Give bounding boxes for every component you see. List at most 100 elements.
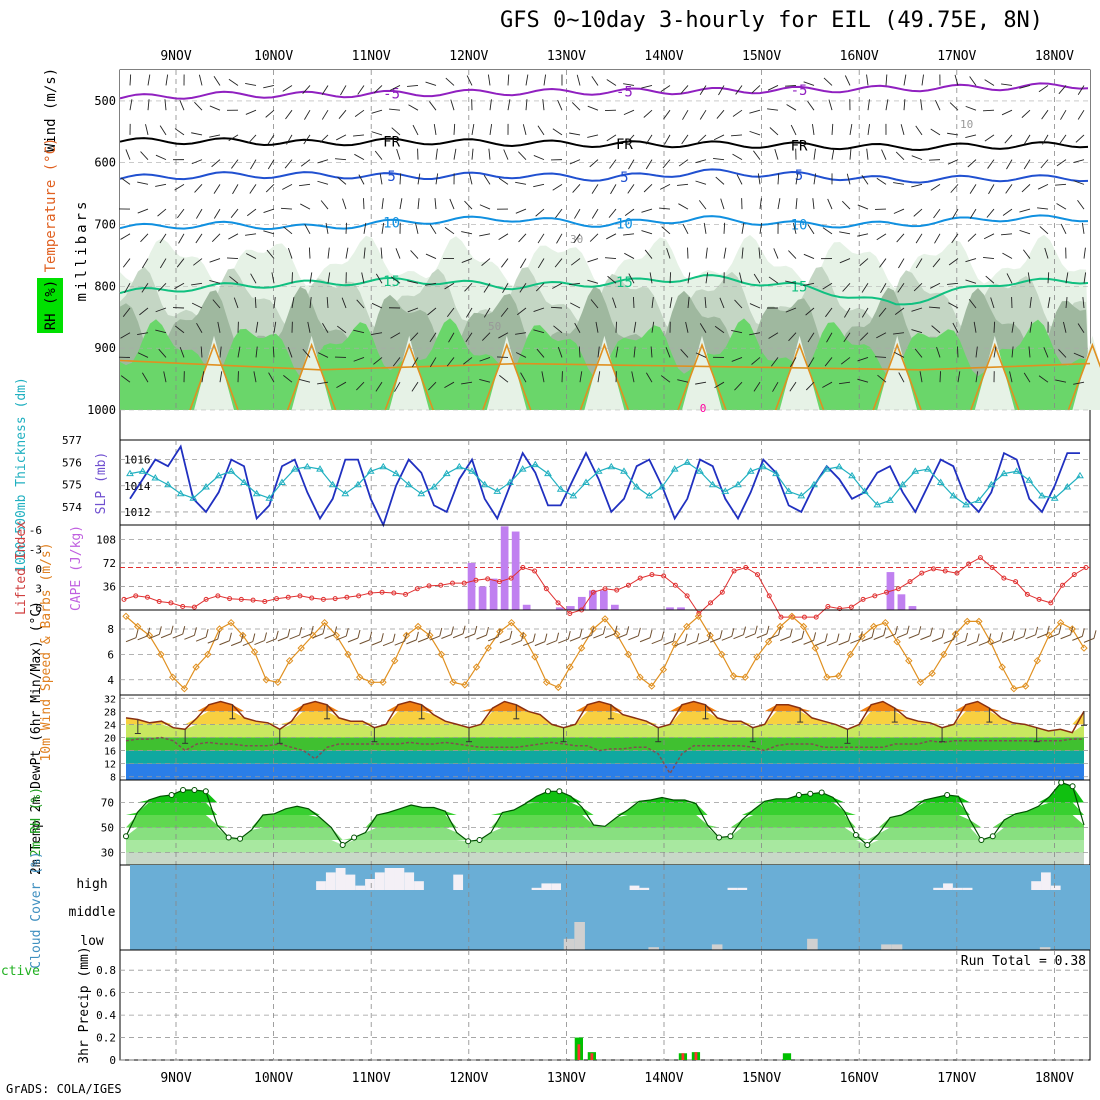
wind-barb bbox=[631, 371, 635, 383]
wind-barb bbox=[410, 332, 419, 342]
rh-label: 50 bbox=[488, 320, 501, 333]
wind-barb bbox=[839, 231, 851, 235]
surface-wind-barb-flag bbox=[918, 626, 922, 635]
surface-wind-barb bbox=[499, 638, 511, 644]
surface-wind-barb bbox=[534, 641, 546, 647]
cape-bar bbox=[897, 594, 906, 610]
surface-wind-barb bbox=[1048, 633, 1060, 639]
high-cloud-gap bbox=[943, 883, 953, 890]
wind-barb bbox=[535, 282, 545, 292]
wind-barb bbox=[965, 105, 977, 111]
wind-barb bbox=[394, 381, 401, 392]
thickness-marker bbox=[366, 467, 375, 474]
wind-barb bbox=[245, 83, 257, 86]
wind-barb bbox=[993, 346, 997, 358]
wind-barb bbox=[813, 148, 816, 160]
wind-barb bbox=[337, 176, 347, 185]
li-marker bbox=[414, 586, 420, 592]
li-marker bbox=[227, 596, 233, 602]
cape-tick: 36 bbox=[103, 580, 116, 593]
surface-wind-barb bbox=[990, 639, 1001, 645]
wind-barb bbox=[936, 346, 941, 358]
wind-barb bbox=[1043, 347, 1049, 358]
wind-barb bbox=[435, 173, 439, 185]
wind-barb bbox=[898, 372, 905, 383]
surface-wind-barb bbox=[850, 638, 861, 644]
wind-barb bbox=[866, 74, 869, 86]
wind-barb bbox=[589, 159, 599, 168]
thickness-marker bbox=[417, 489, 426, 497]
surface-wind-barb-flag bbox=[719, 630, 723, 639]
wind-barb bbox=[391, 127, 401, 136]
wind-barb bbox=[723, 222, 726, 234]
wind-barb bbox=[1077, 199, 1085, 210]
wind-barb bbox=[857, 233, 869, 237]
high-cloud-gap bbox=[727, 887, 738, 890]
wind-barb bbox=[536, 348, 545, 358]
wind-barb bbox=[444, 381, 455, 389]
wind-barb bbox=[623, 83, 635, 86]
wind-barb bbox=[120, 375, 131, 383]
temperature-tick: 20 bbox=[104, 734, 116, 745]
wind-barb bbox=[317, 159, 329, 164]
wind-barb bbox=[229, 276, 239, 284]
wind-barb bbox=[496, 356, 509, 358]
isotherm-10 bbox=[119, 214, 1089, 231]
surface-wind-barb-flag bbox=[801, 630, 805, 639]
wind-barb bbox=[466, 75, 473, 86]
wind-barb bbox=[461, 381, 473, 385]
surface-wind-barb bbox=[441, 634, 452, 639]
wind-barb bbox=[861, 307, 869, 318]
wind-barb bbox=[897, 283, 905, 293]
thickness-marker bbox=[797, 491, 806, 499]
wind-barb bbox=[705, 272, 709, 284]
wind-barb bbox=[122, 307, 131, 317]
wind-barb bbox=[358, 174, 365, 185]
li-marker bbox=[614, 587, 620, 593]
wind-barb bbox=[201, 371, 205, 383]
wind-barb bbox=[759, 198, 762, 210]
li-marker bbox=[320, 596, 326, 602]
surface-wind-barb bbox=[686, 640, 697, 646]
wind-barb bbox=[1019, 85, 1031, 89]
wind-barb bbox=[831, 123, 834, 135]
wind-barb bbox=[309, 272, 313, 284]
wind-barb bbox=[777, 198, 781, 210]
wind-barb bbox=[843, 332, 851, 343]
li-marker bbox=[156, 599, 162, 604]
surface-wind-barb-flag bbox=[158, 626, 162, 635]
thickness-marker bbox=[746, 467, 755, 474]
li-marker bbox=[649, 572, 655, 578]
thickness-marker bbox=[696, 467, 704, 474]
wind-barb bbox=[975, 371, 979, 383]
surface-wind-barb-flag bbox=[778, 626, 782, 636]
li-marker bbox=[121, 596, 127, 602]
surface-wind-barb-flag bbox=[1011, 630, 1015, 639]
wind-barb bbox=[881, 149, 887, 160]
wind-barb bbox=[894, 351, 905, 358]
rh-dry-spike bbox=[584, 335, 625, 410]
wind-barb bbox=[533, 329, 545, 334]
li-marker bbox=[285, 594, 291, 600]
high-cloud-gap bbox=[453, 874, 464, 890]
li-marker bbox=[250, 597, 256, 603]
wind-speed-marker bbox=[671, 640, 679, 649]
thickness-marker bbox=[290, 465, 299, 472]
wind-barb bbox=[893, 208, 905, 214]
wind-speed-marker bbox=[449, 678, 457, 687]
wind-speed-marker bbox=[496, 627, 504, 636]
wind-barb bbox=[515, 332, 527, 335]
surface-wind-barb-flag bbox=[1093, 630, 1097, 639]
thickness-marker bbox=[278, 478, 286, 485]
cape-bar bbox=[588, 590, 597, 610]
wind-barb bbox=[714, 325, 725, 334]
surface-wind-barb bbox=[301, 633, 312, 639]
surface-wind-barb-flag bbox=[404, 633, 408, 642]
wind-barb bbox=[1039, 226, 1049, 235]
surface-wind-barb bbox=[931, 637, 943, 642]
high-cloud-gap bbox=[325, 872, 336, 890]
wind-barb bbox=[481, 258, 491, 266]
wind-barb bbox=[179, 99, 185, 111]
wind-barb bbox=[327, 272, 331, 284]
cloud-level-label: high bbox=[76, 877, 107, 892]
